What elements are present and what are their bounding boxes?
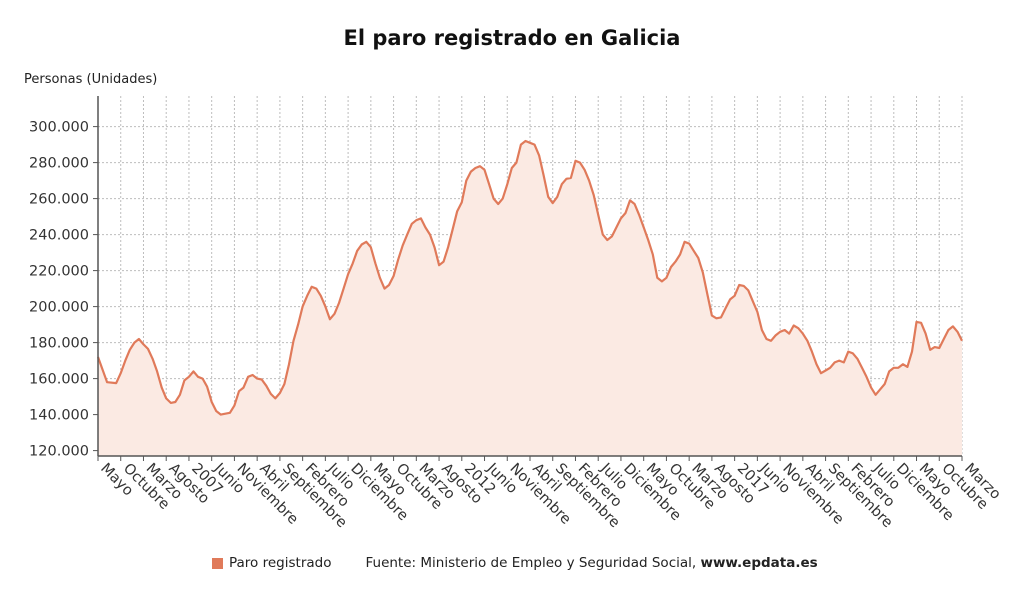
series-area bbox=[98, 141, 962, 456]
y-tick-label: 280.000 bbox=[29, 156, 89, 172]
legend-series-label: Paro registrado bbox=[229, 555, 332, 571]
y-tick-label: 180.000 bbox=[29, 336, 89, 352]
source-text: Fuente: Ministerio de Empleo y Seguridad… bbox=[365, 555, 697, 571]
y-tick-label: 140.000 bbox=[29, 408, 89, 424]
legend-swatch bbox=[212, 557, 223, 569]
y-tick-label: 120.000 bbox=[29, 444, 89, 460]
y-axis-label: Personas (Unidades) bbox=[24, 72, 158, 87]
y-tick-label: 260.000 bbox=[29, 192, 89, 208]
series-line bbox=[96, 139, 963, 416]
y-tick-label: 200.000 bbox=[29, 300, 89, 316]
y-tick-label: 300.000 bbox=[29, 120, 89, 136]
chart-title: El paro registrado en Galicia bbox=[343, 26, 681, 50]
y-tick-label: 160.000 bbox=[29, 372, 89, 388]
legend: Paro registrado Fuente: Ministerio de Em… bbox=[212, 555, 818, 571]
y-tick-label: 220.000 bbox=[29, 264, 89, 280]
y-tick-label: 240.000 bbox=[29, 228, 89, 244]
source-site: www.epdata.es bbox=[700, 555, 818, 571]
